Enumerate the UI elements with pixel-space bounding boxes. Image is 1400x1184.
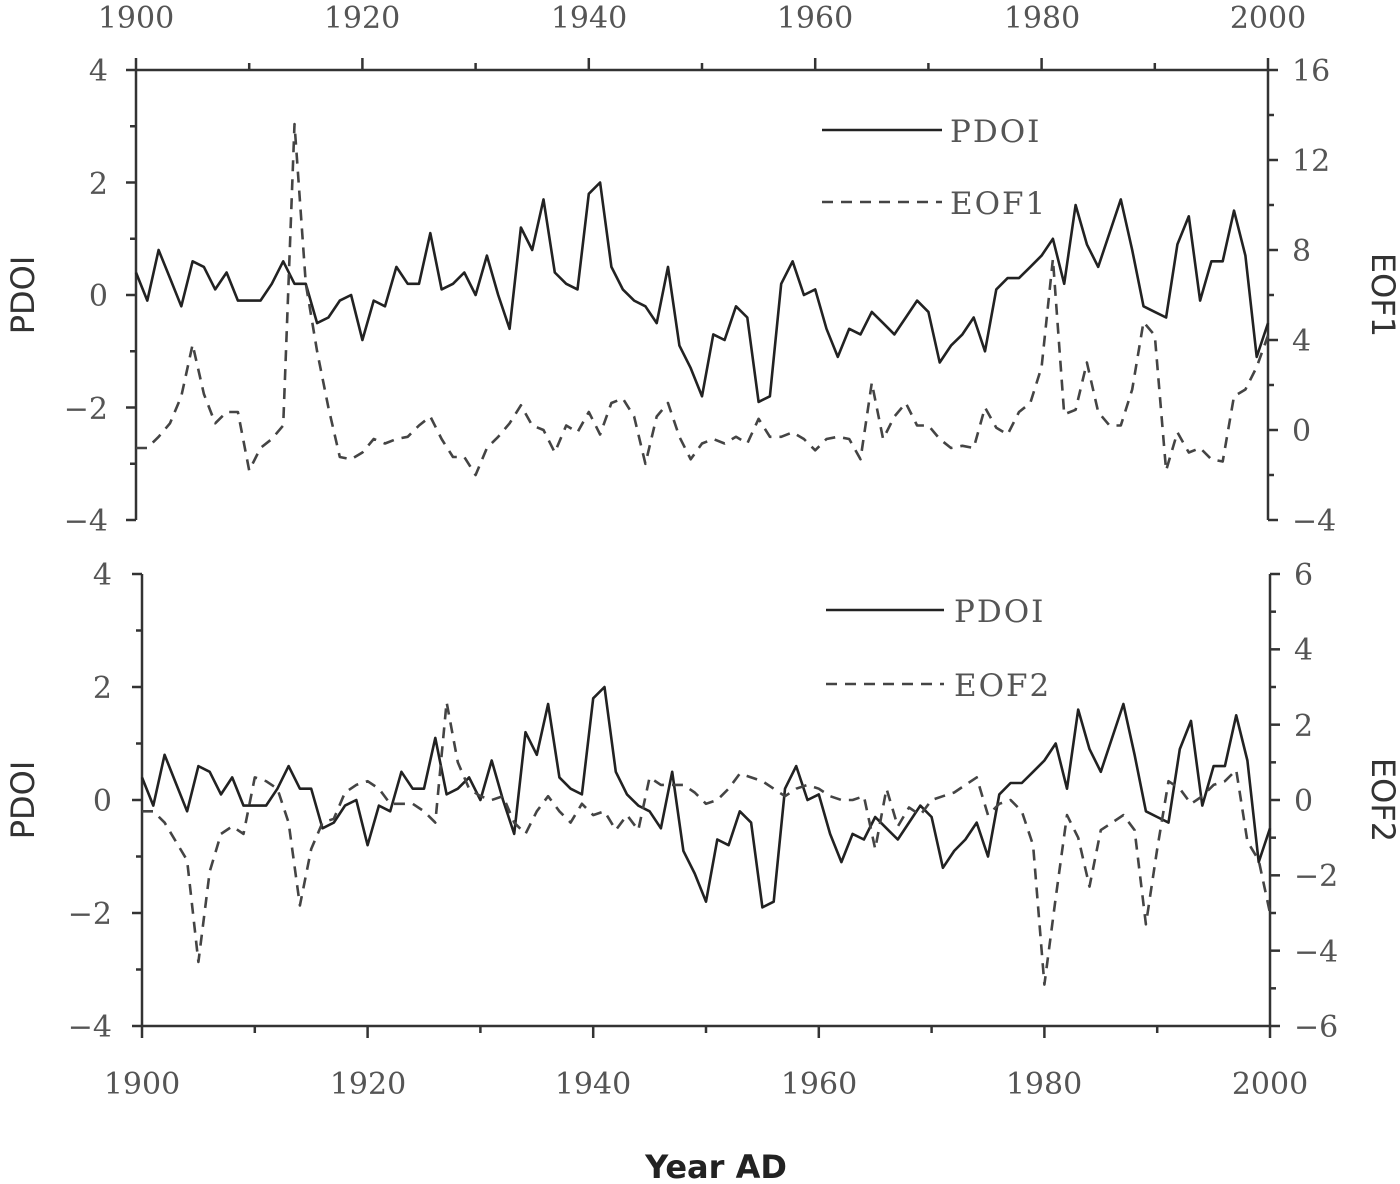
- y-axis-label: PDOI: [4, 761, 42, 840]
- bottom-panel-series: [140, 685, 1272, 986]
- y2-tick-label: 8: [1292, 234, 1311, 269]
- legend: PDOI EOF2: [826, 594, 1051, 704]
- y2-tick-label: 6: [1294, 558, 1313, 593]
- x-tick-label: 2000: [1230, 1, 1306, 36]
- x-tick-label: 1960: [777, 1, 853, 36]
- series-line-pdoi: [140, 685, 1272, 909]
- x-tick-label: 1920: [324, 1, 400, 36]
- top-panel: 1900 1920 1940 1960 1980 2000 4 2 0 −2 −…: [4, 1, 1400, 539]
- x-tick-label: 1900: [104, 1067, 180, 1102]
- series-line-eof2: [142, 700, 1272, 986]
- bottom-panel-ticks: [132, 572, 1280, 1038]
- x-tick-label: 1940: [555, 1067, 631, 1102]
- x-tick-label: 1980: [1006, 1067, 1082, 1102]
- y2-tick-label: 0: [1294, 784, 1313, 819]
- y2-tick-label: 4: [1292, 324, 1311, 359]
- y-axis-label: PDOI: [4, 256, 42, 335]
- x-tick-label: 1980: [1004, 1, 1080, 36]
- y-tick-label: 2: [89, 167, 108, 202]
- y2-tick-label: 12: [1292, 144, 1330, 179]
- x-tick-label: 2000: [1232, 1067, 1308, 1102]
- y-tick-label: 4: [93, 558, 112, 593]
- legend-label: PDOI: [954, 594, 1045, 630]
- y-tick-label: 4: [89, 54, 108, 89]
- legend-label: EOF2: [954, 668, 1051, 704]
- y-tick-label: −2: [68, 897, 112, 932]
- y2-tick-label: 4: [1294, 633, 1313, 668]
- y2-tick-label: −6: [1294, 1010, 1338, 1045]
- bottom-panel: 1900 1920 1940 1960 1980 2000 4 2 0 −2 −…: [4, 558, 1400, 1184]
- x-tick-label: 1960: [781, 1067, 857, 1102]
- y2-axis-label: EOF2: [1364, 758, 1400, 842]
- y2-tick-label: 2: [1294, 709, 1313, 744]
- top-panel-series: [134, 122, 1270, 477]
- y-tick-label: 0: [93, 784, 112, 819]
- x-axis-label: Year AD: [644, 1148, 787, 1184]
- y2-tick-label: −2: [1294, 859, 1338, 894]
- legend: PDOI EOF1: [822, 114, 1047, 222]
- y2-axis-label: EOF1: [1364, 253, 1400, 337]
- top-panel-ticks: [126, 58, 1278, 522]
- series-line-pdoi: [134, 181, 1270, 404]
- legend-label: EOF1: [950, 186, 1047, 222]
- y-tick-label: −2: [64, 392, 108, 427]
- x-tick-label: 1900: [98, 1, 174, 36]
- y-tick-label: 0: [89, 279, 108, 314]
- x-tick-label: 1920: [330, 1067, 406, 1102]
- y2-tick-label: −4: [1292, 504, 1336, 539]
- x-tick-label: 1940: [551, 1, 627, 36]
- y2-tick-label: 16: [1292, 54, 1330, 89]
- y2-tick-label: 0: [1292, 414, 1311, 449]
- y-tick-label: −4: [68, 1010, 112, 1045]
- y-tick-label: −4: [64, 504, 108, 539]
- y2-tick-label: −4: [1294, 935, 1338, 970]
- series-line-eof1: [136, 122, 1270, 477]
- legend-label: PDOI: [950, 114, 1041, 150]
- y-tick-label: 2: [93, 671, 112, 706]
